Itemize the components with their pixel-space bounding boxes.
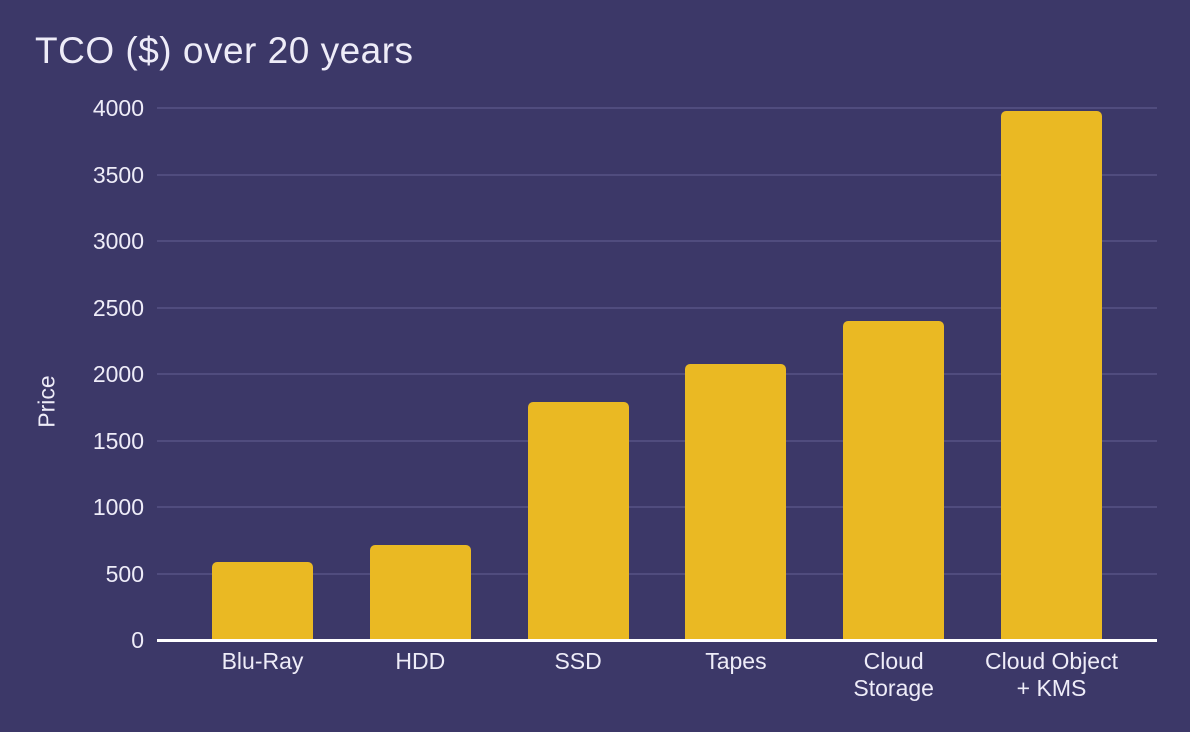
gridline xyxy=(157,506,1157,508)
x-tick-label: HDD xyxy=(395,648,446,674)
gridline xyxy=(157,107,1157,109)
x-axis-line xyxy=(157,639,1157,642)
y-tick-label: 1000 xyxy=(92,494,144,520)
bar-tapes xyxy=(685,364,787,640)
bar-cloud-object-kms xyxy=(1001,110,1102,640)
x-tick-label: Cloud Storage xyxy=(853,648,934,701)
bar-cloud-storage xyxy=(843,320,945,640)
y-tick-label: 4000 xyxy=(92,95,144,121)
y-tick-label: 2500 xyxy=(92,294,144,321)
chart-title: TCO ($) over 20 years xyxy=(35,30,414,71)
y-tick-label: 3000 xyxy=(92,228,144,254)
bar-ssd xyxy=(527,401,629,640)
y-tick-label: 2000 xyxy=(92,361,144,387)
x-tick-label: Cloud Object + KMS xyxy=(985,648,1118,701)
gridline xyxy=(157,439,1157,442)
gridline xyxy=(157,373,1157,375)
bar-blu-ray xyxy=(212,561,313,640)
gridline xyxy=(157,572,1157,575)
y-tick-label: 500 xyxy=(105,560,144,587)
x-tick-label: Tapes xyxy=(705,648,767,674)
y-tick-label: 1500 xyxy=(92,427,144,454)
y-tick-label: 0 xyxy=(131,627,144,653)
x-tick-label: Blu-Ray xyxy=(221,648,304,674)
x-tick-label: SSD xyxy=(554,648,602,674)
y-tick-label: 3500 xyxy=(92,161,144,188)
plot-area xyxy=(157,107,1157,642)
gridline xyxy=(157,173,1157,176)
gridline xyxy=(157,240,1157,242)
bar-hdd xyxy=(369,544,471,640)
gridline xyxy=(157,306,1157,309)
